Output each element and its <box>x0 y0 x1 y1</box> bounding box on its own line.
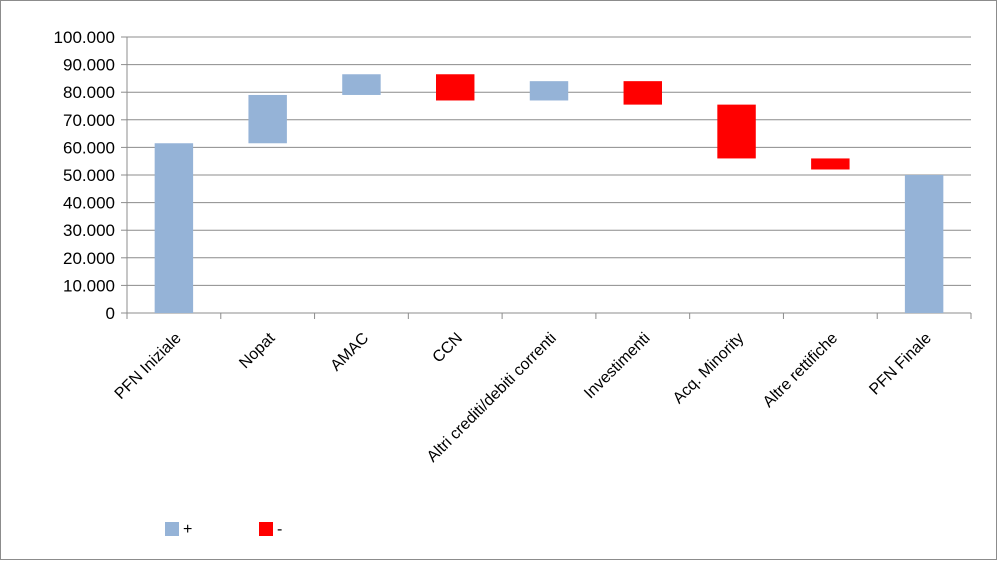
bar-decrease <box>717 104 756 159</box>
x-category-label: CCN <box>430 330 467 367</box>
y-tick-label: 60.000 <box>63 138 115 157</box>
y-tick-label: 50.000 <box>63 166 115 185</box>
x-category-label: Acq. Minority <box>670 330 747 407</box>
axes <box>126 37 972 319</box>
x-category-label: Altre rettifiche <box>760 330 841 411</box>
y-tick-label: 70.000 <box>63 111 115 130</box>
y-tick-label: 30.000 <box>63 221 115 240</box>
x-category-label: PFN Finale <box>866 330 935 399</box>
bar-increase <box>342 74 381 95</box>
x-category-label: AMAC <box>328 330 373 375</box>
y-tick-label: 80.000 <box>63 83 115 102</box>
y-tick-label: 0 <box>106 304 115 323</box>
y-tick-label: 90.000 <box>63 56 115 75</box>
legend-swatch-minus <box>259 522 273 536</box>
legend-label-plus: + <box>183 521 192 538</box>
x-category-label: Investimenti <box>581 330 653 402</box>
y-tick-label: 40.000 <box>63 194 115 213</box>
bar-increase <box>248 94 287 144</box>
legend-label-minus: - <box>277 521 282 538</box>
y-tick-label: 100.000 <box>54 28 115 47</box>
bar-decrease <box>811 158 850 170</box>
bar-increase <box>154 143 194 313</box>
y-tick-labels: 0 10.000 20.000 30.000 40.000 50.000 60.000 70.… <box>54 28 115 323</box>
gridlines <box>121 36 971 314</box>
x-category-label: Nopat <box>236 329 279 372</box>
y-tick-label: 20.000 <box>63 249 115 268</box>
bar-decrease <box>623 81 663 105</box>
bar-decrease <box>435 74 475 101</box>
bar-increase <box>904 175 944 313</box>
x-category-label: PFN Iniziale <box>112 330 185 403</box>
legend: + - <box>165 521 282 538</box>
legend-swatch-plus <box>165 522 179 536</box>
bars <box>154 74 944 313</box>
y-tick-label: 10.000 <box>63 276 115 295</box>
bar-increase <box>529 81 569 101</box>
